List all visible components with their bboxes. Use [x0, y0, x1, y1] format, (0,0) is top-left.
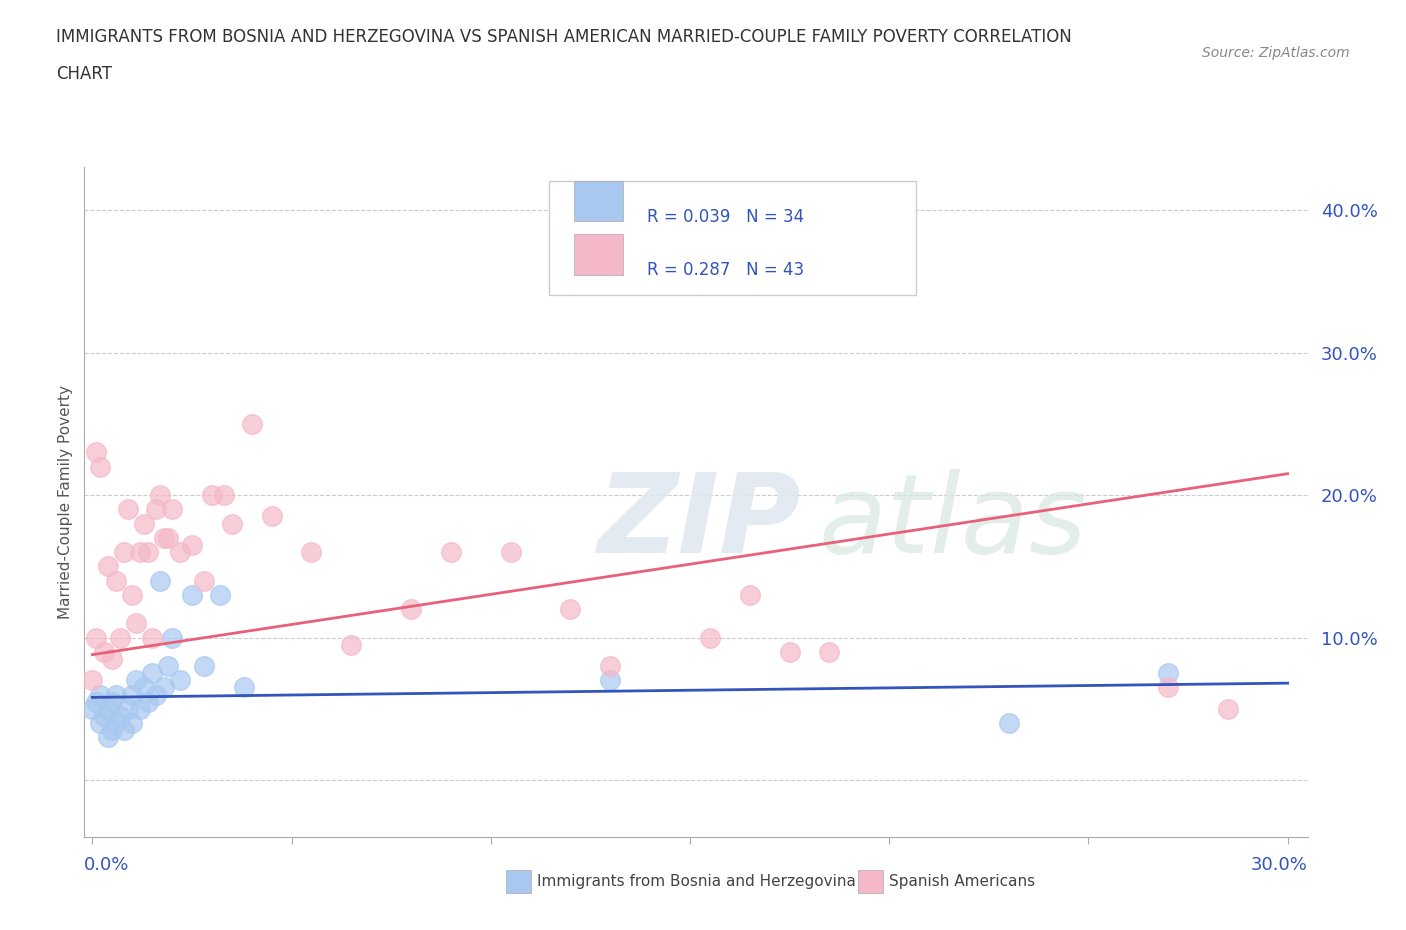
Point: [105, 573, 128, 588]
Point: [117, 502, 139, 517]
Text: Spanish Americans: Spanish Americans: [889, 874, 1035, 889]
Point: [97, 559, 120, 574]
Point: [260, 509, 283, 524]
Point: [232, 680, 254, 695]
Point: [160, 631, 183, 645]
Point: [153, 680, 176, 695]
Text: Source: ZipAtlas.com: Source: ZipAtlas.com: [1202, 46, 1350, 60]
Point: [89, 687, 111, 702]
Point: [301, 545, 323, 560]
Text: IMMIGRANTS FROM BOSNIA AND HERZEGOVINA VS SPANISH AMERICAN MARRIED-COUPLE FAMILY: IMMIGRANTS FROM BOSNIA AND HERZEGOVINA V…: [56, 28, 1071, 46]
Point: [129, 545, 152, 560]
Text: atlas: atlas: [818, 469, 1087, 576]
Point: [141, 666, 163, 681]
Point: [89, 715, 111, 730]
Point: [201, 487, 224, 502]
Point: [110, 709, 132, 724]
Point: [340, 637, 363, 652]
Point: [86, 694, 108, 709]
Y-axis label: Married-Couple Family Poverty: Married-Couple Family Poverty: [58, 385, 73, 619]
Point: [212, 487, 235, 502]
Point: [121, 687, 143, 702]
Text: CHART: CHART: [56, 65, 112, 83]
Point: [193, 573, 215, 588]
Point: [157, 658, 180, 673]
Point: [117, 701, 139, 716]
Point: [125, 672, 148, 687]
FancyBboxPatch shape: [574, 234, 623, 274]
Point: [86, 445, 108, 459]
Text: ZIP: ZIP: [598, 469, 801, 576]
Point: [89, 459, 111, 474]
Text: Immigrants from Bosnia and Herzegovina: Immigrants from Bosnia and Herzegovina: [537, 874, 856, 889]
Point: [110, 631, 132, 645]
Text: R = 0.039   N = 34: R = 0.039 N = 34: [647, 207, 804, 226]
Point: [160, 502, 183, 517]
Point: [134, 680, 156, 695]
Point: [181, 588, 204, 603]
Point: [599, 658, 621, 673]
Point: [1157, 666, 1180, 681]
Point: [97, 730, 120, 745]
Point: [82, 701, 104, 716]
Point: [193, 658, 215, 673]
Point: [149, 573, 172, 588]
Text: 0.0%: 0.0%: [84, 856, 129, 873]
Point: [145, 502, 167, 517]
Point: [153, 530, 176, 545]
Point: [136, 545, 159, 560]
Point: [1216, 701, 1239, 716]
Point: [134, 516, 156, 531]
Point: [157, 530, 180, 545]
Point: [738, 588, 761, 603]
FancyBboxPatch shape: [550, 180, 917, 295]
Point: [129, 701, 152, 716]
Point: [599, 672, 621, 687]
Point: [997, 715, 1019, 730]
Point: [101, 694, 124, 709]
Point: [112, 545, 135, 560]
Point: [169, 545, 191, 560]
Point: [112, 723, 135, 737]
Point: [93, 644, 115, 659]
Point: [82, 672, 104, 687]
Point: [121, 715, 143, 730]
Point: [440, 545, 463, 560]
Point: [125, 616, 148, 631]
Point: [699, 631, 721, 645]
Point: [169, 672, 191, 687]
Point: [149, 487, 172, 502]
Text: 30.0%: 30.0%: [1251, 856, 1308, 873]
Point: [105, 715, 128, 730]
Point: [818, 644, 841, 659]
Point: [97, 701, 120, 716]
Point: [208, 588, 231, 603]
Text: R = 0.287   N = 43: R = 0.287 N = 43: [647, 261, 804, 279]
Point: [141, 631, 163, 645]
Point: [399, 602, 422, 617]
Point: [86, 631, 108, 645]
Point: [499, 545, 522, 560]
Point: [221, 516, 243, 531]
Point: [101, 723, 124, 737]
Point: [240, 417, 263, 432]
Point: [93, 709, 115, 724]
Point: [105, 687, 128, 702]
Point: [101, 652, 124, 667]
Point: [136, 694, 159, 709]
FancyBboxPatch shape: [574, 180, 623, 221]
Point: [560, 602, 582, 617]
Point: [1157, 680, 1180, 695]
Point: [181, 538, 204, 552]
Point: [779, 644, 801, 659]
Point: [121, 588, 143, 603]
Point: [145, 687, 167, 702]
